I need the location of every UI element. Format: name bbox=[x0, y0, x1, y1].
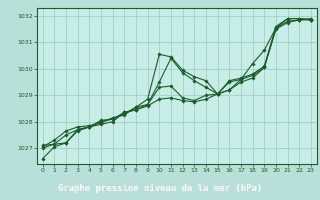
Text: Graphe pression niveau de la mer (hPa): Graphe pression niveau de la mer (hPa) bbox=[58, 184, 262, 193]
